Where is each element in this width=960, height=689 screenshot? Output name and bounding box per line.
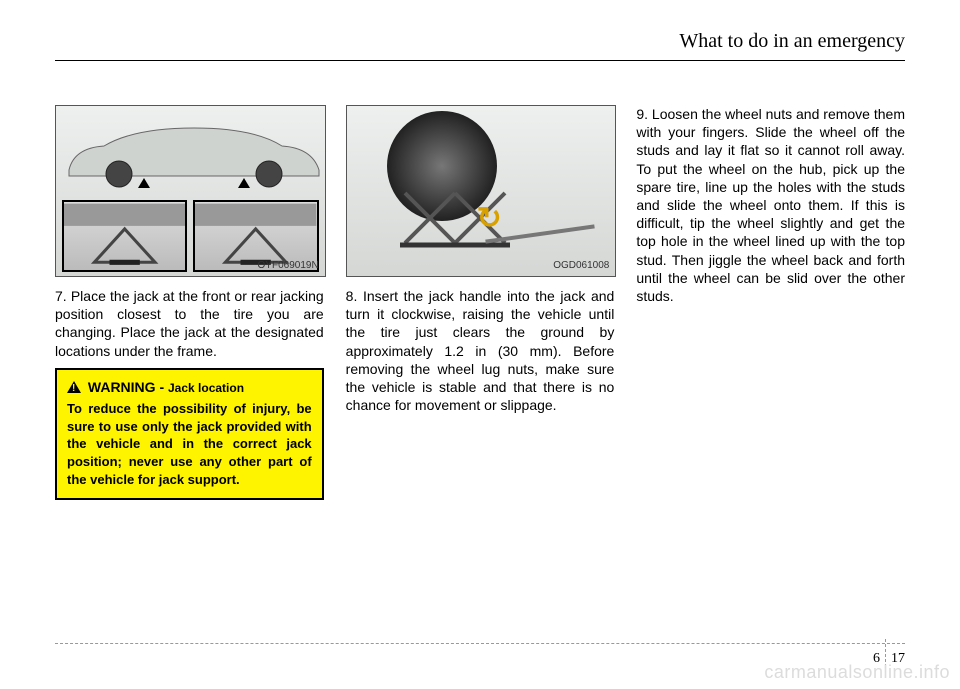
warning-heading: WARNING - Jack location	[67, 378, 312, 397]
warning-label: WARNING -	[88, 379, 168, 395]
figure-jack-points: OYF069019N	[55, 105, 326, 277]
figure-caption: OGD061008	[553, 259, 609, 272]
inset-front-jack	[62, 200, 187, 272]
figure-jack-operation: ↻ OGD061008	[346, 105, 617, 277]
warning-body: To reduce the possibility of injury, be …	[67, 400, 312, 488]
car-silhouette	[64, 118, 324, 188]
page-header: What to do in an emergency	[679, 30, 905, 53]
watermark: carmanualsonline.info	[764, 662, 950, 683]
header-rule	[55, 60, 905, 61]
rotation-arrow-icon: ↻	[477, 199, 502, 238]
manual-page: What to do in an emergency	[0, 0, 960, 689]
warning-box: WARNING - Jack location To reduce the po…	[55, 368, 324, 500]
column-right: 9. Loosen the wheel nuts and remove them…	[636, 105, 905, 500]
warning-subtitle: Jack location	[168, 381, 244, 395]
warning-icon	[67, 381, 81, 393]
column-middle: ↻ OGD061008 8. Insert the jack handle in…	[346, 105, 615, 500]
column-left: OYF069019N 7. Place the jack at the fron…	[55, 105, 324, 500]
content-columns: OYF069019N 7. Place the jack at the fron…	[55, 105, 905, 500]
figure-caption: OYF069019N	[258, 259, 319, 272]
footer-divider	[55, 643, 905, 644]
step-9-text: 9. Loosen the wheel nuts and remove them…	[636, 105, 905, 305]
step-7-text: 7. Place the jack at the front or rear j…	[55, 287, 324, 360]
step-8-text: 8. Insert the jack handle into the jack …	[346, 287, 615, 414]
